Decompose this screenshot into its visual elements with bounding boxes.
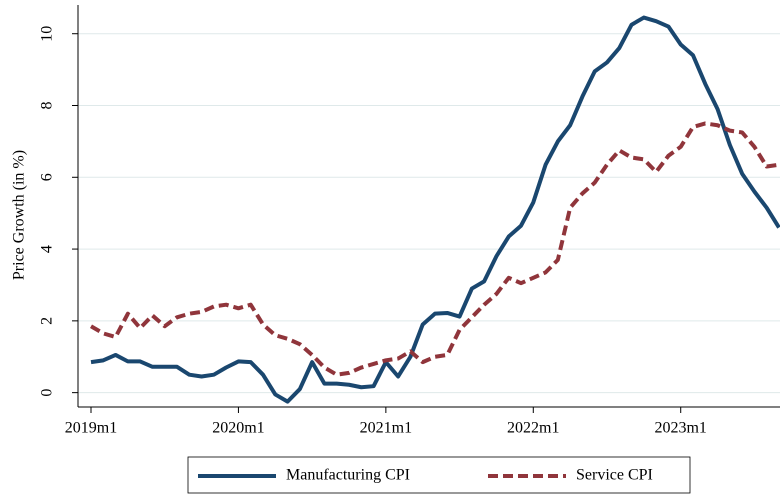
legend-label: Service CPI <box>576 467 653 484</box>
x-tick-label: 2019m1 <box>65 420 117 437</box>
x-tick-label: 2022m1 <box>507 420 559 437</box>
y-tick-label: 4 <box>39 245 56 253</box>
series-line <box>90 15 780 404</box>
y-tick-label: 0 <box>39 389 56 397</box>
legend-label: Manufacturing CPI <box>286 467 410 484</box>
y-tick-label: 10 <box>39 26 56 42</box>
series-line <box>89 121 780 377</box>
x-tick-label: 2023m1 <box>654 420 706 437</box>
y-tick-label: 8 <box>39 102 56 110</box>
y-axis-label: Price Growth (in %) <box>11 150 28 280</box>
x-tick-label: 2020m1 <box>212 420 264 437</box>
x-tick-label: 2021m1 <box>360 420 412 437</box>
y-tick-label: 6 <box>39 173 56 181</box>
y-tick-label: 2 <box>39 317 56 325</box>
